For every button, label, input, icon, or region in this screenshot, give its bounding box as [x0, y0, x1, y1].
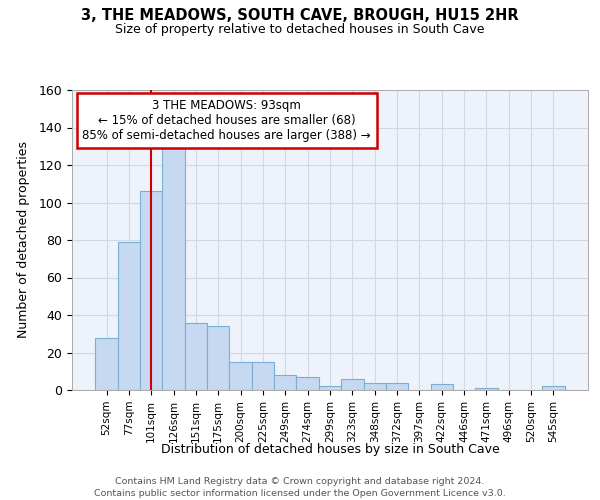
Bar [274, 375, 296, 390]
Bar [296, 377, 319, 390]
Text: Contains public sector information licensed under the Open Government Licence v3: Contains public sector information licen… [94, 489, 506, 498]
Bar [229, 362, 252, 390]
Bar [364, 382, 386, 390]
Text: Distribution of detached houses by size in South Cave: Distribution of detached houses by size … [161, 442, 499, 456]
Text: 3, THE MEADOWS, SOUTH CAVE, BROUGH, HU15 2HR: 3, THE MEADOWS, SOUTH CAVE, BROUGH, HU15… [81, 8, 519, 22]
Text: Contains HM Land Registry data © Crown copyright and database right 2024.: Contains HM Land Registry data © Crown c… [115, 478, 485, 486]
Bar [386, 382, 408, 390]
Bar [319, 386, 341, 390]
Bar [118, 242, 140, 390]
Text: 3 THE MEADOWS: 93sqm
← 15% of detached houses are smaller (68)
85% of semi-detac: 3 THE MEADOWS: 93sqm ← 15% of detached h… [82, 99, 371, 142]
Bar [163, 146, 185, 390]
Text: Size of property relative to detached houses in South Cave: Size of property relative to detached ho… [115, 22, 485, 36]
Bar [95, 338, 118, 390]
Y-axis label: Number of detached properties: Number of detached properties [17, 142, 30, 338]
Bar [475, 388, 497, 390]
Bar [207, 326, 229, 390]
Bar [542, 386, 565, 390]
Bar [252, 362, 274, 390]
Bar [185, 322, 207, 390]
Bar [140, 191, 163, 390]
Bar [341, 379, 364, 390]
Bar [431, 384, 453, 390]
